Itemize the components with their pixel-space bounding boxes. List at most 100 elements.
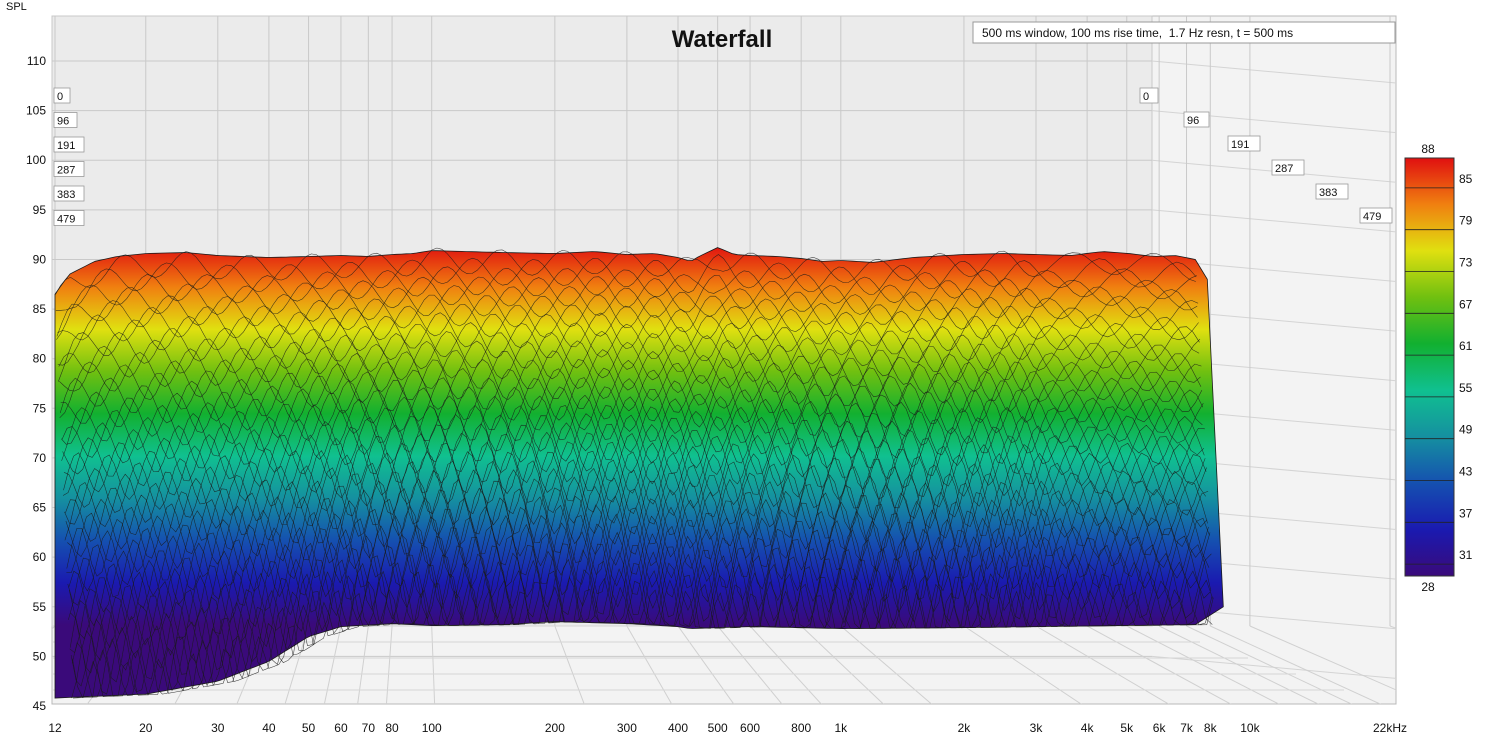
surface-slice-line xyxy=(66,468,1208,577)
colorbar-max-label: 88 xyxy=(1421,142,1435,156)
surface-slice-line xyxy=(56,275,1198,337)
x-tick-label: 50 xyxy=(302,721,316,735)
surface-slice-line xyxy=(68,504,1210,627)
surface-slice-line xyxy=(65,441,1206,542)
surface-slice-line xyxy=(61,376,1203,458)
x-axis-ticks: 12 20 30 40 50 60 70 80 100 200 300 400 500 600 800 1k 2… xyxy=(48,721,1407,735)
x-tick-label: 70 xyxy=(362,721,376,735)
x-tick-label: 60 xyxy=(334,721,348,735)
y-tick-label: 110 xyxy=(27,54,46,68)
surface-slice-line xyxy=(55,247,1196,295)
time-label-text: 479 xyxy=(1363,211,1381,223)
surface-slice-line xyxy=(56,266,1197,340)
grid-line-floor xyxy=(1126,625,1280,704)
surface-body xyxy=(54,247,1224,699)
grid-line-floor xyxy=(1035,625,1170,704)
y-tick-label: 105 xyxy=(26,104,46,118)
colorbar-tick-label: 67 xyxy=(1459,297,1473,311)
x-tick-label: 1k xyxy=(834,721,848,735)
surface-slice-line xyxy=(70,543,1212,674)
grid-line-floor xyxy=(1389,625,1396,629)
surface-slice-line xyxy=(67,476,1208,592)
x-tick-label: 3k xyxy=(1030,721,1044,735)
surface-slice-line xyxy=(63,413,1205,508)
surface-slice-line xyxy=(71,558,1213,699)
surface-slice-line xyxy=(66,459,1207,573)
x-tick-label: 80 xyxy=(385,721,399,735)
y-tick-label: 95 xyxy=(33,203,47,217)
x-tick-label: 6k xyxy=(1153,721,1167,735)
x-tick-label: 200 xyxy=(545,721,565,735)
y-tick-label: 80 xyxy=(33,352,47,366)
y-tick-label: 90 xyxy=(33,252,47,266)
grid-line-floor xyxy=(1086,625,1232,704)
x-tick-label: 800 xyxy=(791,721,811,735)
grid-line-floor xyxy=(749,625,822,704)
surface-slice-line xyxy=(68,495,1209,620)
y-tick-label: 45 xyxy=(33,699,47,713)
time-label-left: 191 xyxy=(53,136,85,153)
grid-line-floor xyxy=(1210,625,1382,704)
surface-slice-line xyxy=(62,386,1204,475)
x-tick-label: 7k xyxy=(1180,721,1194,735)
surface-slice-line xyxy=(67,485,1209,606)
time-label-box xyxy=(1359,207,1393,224)
time-label-box xyxy=(1315,183,1349,200)
time-label-right: 383 xyxy=(1315,183,1349,200)
x-tick-label: 40 xyxy=(262,721,276,735)
y-tick-label: 55 xyxy=(33,600,47,614)
grid-line-floor xyxy=(1249,625,1396,691)
surface-slice-line xyxy=(71,568,1213,698)
x-tick-label: 100 xyxy=(422,721,442,735)
y-tick-label: 60 xyxy=(33,550,47,564)
grid-line-floor xyxy=(357,625,369,704)
x-tick-label: 600 xyxy=(740,721,760,735)
time-label-text: 0 xyxy=(57,91,63,103)
y-tick-label: 85 xyxy=(33,302,47,316)
colorbar-tick-label: 37 xyxy=(1459,506,1473,520)
x-tick-label: 300 xyxy=(617,721,637,735)
time-label-box xyxy=(53,112,78,128)
grid-line-floor xyxy=(431,625,436,704)
time-label-text: 287 xyxy=(57,165,75,177)
y-axis-label: SPL xyxy=(6,1,27,13)
grid-line-floor xyxy=(1158,625,1320,704)
surface-slice-line xyxy=(58,304,1199,382)
time-label-right: 479 xyxy=(1359,207,1393,224)
x-tick-label: 20 xyxy=(139,721,153,735)
colorbar: 88 28 85 79 73 67 61 55 49 43 37 31 xyxy=(1404,142,1473,594)
surface-slice-line xyxy=(62,394,1204,496)
x-tick-label: 400 xyxy=(668,721,688,735)
colorbar-tick-label: 79 xyxy=(1459,214,1473,228)
surface-slice-line xyxy=(59,330,1201,418)
grid-line-floor xyxy=(385,625,393,704)
time-label-text: 96 xyxy=(1187,115,1199,127)
x-tick-label: 12 xyxy=(48,721,62,735)
surface-slice-line xyxy=(55,254,1197,311)
time-label-right: 287 xyxy=(1271,159,1305,176)
chart-subtitle: 500 ms window, 100 ms rise time, 1.7 Hz … xyxy=(982,26,1293,40)
time-label-right: 0 xyxy=(1139,87,1159,104)
y-tick-label: 70 xyxy=(33,451,47,465)
time-label-box xyxy=(53,210,85,226)
colorbar-tick-label: 73 xyxy=(1459,256,1473,270)
time-label-left: 96 xyxy=(53,112,78,128)
x-tick-label: 500 xyxy=(708,721,728,735)
time-label-box xyxy=(53,136,85,153)
grid-line-side xyxy=(1151,60,1396,84)
grid-line-floor xyxy=(963,625,1082,704)
surface-slice-line xyxy=(60,357,1202,445)
time-label-text: 191 xyxy=(57,140,75,152)
time-label-text: 383 xyxy=(1319,187,1337,199)
grid-line-floor xyxy=(800,625,885,704)
grid-line-floor xyxy=(52,625,56,630)
x-tick-label: 30 xyxy=(211,721,225,735)
surface-slice-line xyxy=(57,294,1199,366)
time-slice-labels: 0 0 96 96 191 191 287 287 383 383 479 479 xyxy=(53,87,1393,226)
y-tick-label: 65 xyxy=(33,501,47,515)
x-tick-label: 4k xyxy=(1081,721,1095,735)
time-label-text: 383 xyxy=(57,189,75,201)
time-label-text: 0 xyxy=(1143,91,1149,103)
surface-slice-line xyxy=(72,586,1214,699)
